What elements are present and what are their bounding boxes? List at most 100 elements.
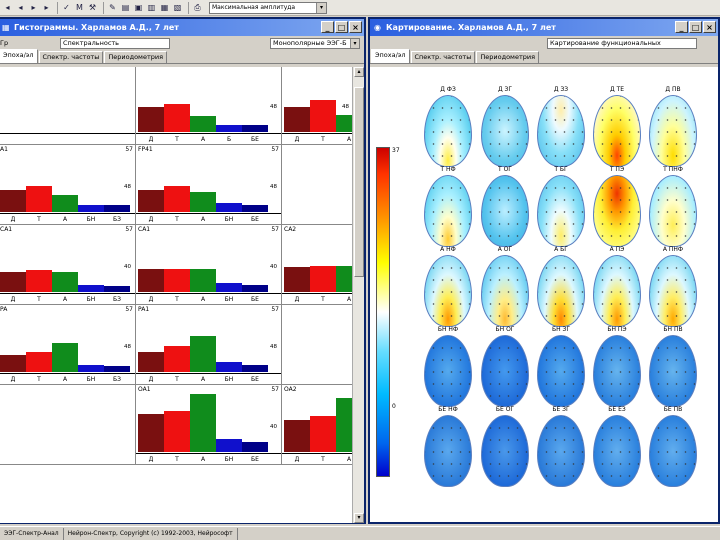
tool-icon[interactable]: ⚒ (88, 3, 97, 12)
histogram-category-label: Д (294, 296, 300, 303)
brain-map[interactable] (649, 175, 697, 247)
brain-map[interactable] (649, 335, 697, 407)
chart-icon[interactable]: ▥ (147, 3, 156, 12)
brain-map[interactable] (424, 335, 472, 407)
play-icon[interactable]: ▸ (31, 3, 36, 12)
close-button[interactable]: × (349, 21, 362, 33)
mapping-titlebar[interactable]: ◉ Картирование. Харламов А.Д., 7 лет _ □… (370, 19, 718, 36)
brain-map[interactable] (537, 255, 585, 327)
brain-map[interactable] (537, 335, 585, 407)
brain-map[interactable] (649, 255, 697, 327)
electrode-dots (650, 256, 696, 326)
histogram-bar (310, 266, 336, 292)
parameter-select-value: Максимальная амплитуда (212, 3, 296, 11)
brain-map[interactable] (593, 415, 641, 487)
histogram-category-label: А (200, 456, 206, 463)
maximize-button[interactable]: □ (689, 21, 702, 33)
histogram-bar (242, 365, 268, 372)
table-icon[interactable]: ▦ (160, 3, 169, 12)
brain-map[interactable] (537, 95, 585, 167)
histogram-bar (164, 186, 190, 212)
histogram-category-label: Д (148, 456, 154, 463)
histogram-bar (138, 269, 164, 292)
tab-epoch[interactable]: Эпоха/эл (371, 49, 410, 63)
brain-map[interactable] (537, 175, 585, 247)
parameter-select[interactable]: Максимальная амплитуда ▾ (209, 1, 327, 14)
brain-map[interactable] (481, 255, 529, 327)
histogram-category-label: Т (175, 216, 179, 223)
minimize-button[interactable]: _ (675, 21, 688, 33)
scroll-thumb[interactable] (354, 87, 364, 277)
brain-map[interactable] (593, 335, 641, 407)
histograms-titlebar[interactable]: ▦ Гистограммы. Харламов А.Д., 7 лет _ □ … (0, 19, 364, 36)
histogram-bar (104, 366, 130, 372)
vertical-scrollbar[interactable]: ▴ ▾ (352, 67, 364, 523)
electrode-dots (482, 176, 528, 246)
layout-icon[interactable]: ▧ (173, 3, 182, 12)
histogram-category-label: БЕ (251, 376, 259, 383)
first-icon[interactable]: ◂ (5, 3, 10, 12)
electrode-dots (538, 176, 584, 246)
montage-dropdown[interactable]: Монополярные ЭЭГ-Б ▾ (270, 37, 360, 49)
electrode-dots (425, 176, 471, 246)
histogram-bar (78, 205, 104, 212)
histogram-baseline (282, 453, 353, 454)
tab-periodometry[interactable]: Периодометрия (104, 51, 167, 63)
histogram-bar (190, 269, 216, 292)
histogram-category-label: Т (175, 376, 179, 383)
histogram-mid-label: 40 (124, 264, 131, 270)
prev-icon[interactable]: ◂ (18, 3, 23, 12)
brain-map[interactable] (537, 415, 585, 487)
tab-epoch[interactable]: Эпоха/эл (0, 49, 38, 63)
histogram-bar (164, 269, 190, 292)
brain-map[interactable] (593, 175, 641, 247)
brain-map[interactable] (593, 95, 641, 167)
next-icon[interactable]: ▸ (44, 3, 49, 12)
brain-map[interactable] (481, 415, 529, 487)
brain-map[interactable] (649, 95, 697, 167)
brain-map-label: Т ПНФ (663, 166, 683, 173)
histogram-bar (242, 285, 268, 292)
tab-spectrum[interactable]: Спектр. частоты (38, 51, 104, 63)
histogram-bar (190, 336, 216, 372)
brain-map[interactable] (424, 415, 472, 487)
mapping-type-dropdown[interactable]: Картирование функциональных (547, 37, 697, 49)
brain-map[interactable] (424, 255, 472, 327)
grid-icon[interactable]: ▤ (121, 3, 130, 12)
brain-map[interactable] (424, 95, 472, 167)
scroll-up-icon[interactable]: ▴ (354, 67, 364, 77)
histogram-channel-label: OA2 (284, 386, 297, 393)
histogram-bar (138, 414, 164, 452)
brain-map[interactable] (649, 415, 697, 487)
mode-icon[interactable]: M (76, 3, 83, 12)
close-button[interactable]: × (703, 21, 716, 33)
brain-map[interactable] (481, 95, 529, 167)
histogram-bar (138, 190, 164, 212)
tab-spectrum[interactable]: Спектр. частоты (410, 51, 476, 63)
print-icon[interactable]: ⎙ (194, 2, 201, 12)
brain-map[interactable] (481, 335, 529, 407)
doc-icon[interactable]: ▣ (134, 3, 143, 12)
brain-map[interactable] (424, 175, 472, 247)
tab-periodometry[interactable]: Периодометрия (476, 51, 539, 63)
histogram-category-label: Т (321, 296, 325, 303)
histogram-category-label: Д (10, 296, 16, 303)
histogram-category-label: Д (294, 456, 300, 463)
brain-map-label: Т ОГ (498, 166, 512, 173)
electrode-dots (538, 256, 584, 326)
check-icon[interactable]: ✓ (63, 3, 70, 12)
window-icon: ▦ (2, 23, 10, 32)
spectrum-dropdown[interactable]: Спектральность (60, 37, 170, 49)
mapping-type-value: Картирование функциональных (550, 38, 661, 47)
brain-map-label: А ПЭ (609, 246, 625, 253)
brain-map[interactable] (593, 255, 641, 327)
minimize-button[interactable]: _ (321, 21, 334, 33)
histogram-baseline (0, 373, 135, 374)
scroll-down-icon[interactable]: ▾ (354, 513, 364, 523)
histogram-category-label: БН (86, 216, 96, 223)
pen-icon[interactable]: ✎ (109, 3, 116, 12)
electrode-dots (425, 336, 471, 406)
histogram-bar (284, 107, 310, 132)
brain-map[interactable] (481, 175, 529, 247)
maximize-button[interactable]: □ (335, 21, 348, 33)
